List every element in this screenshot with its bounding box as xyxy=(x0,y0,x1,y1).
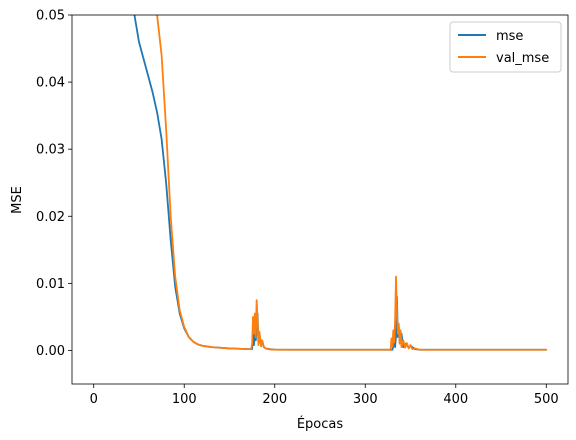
y-tick-label: 0.04 xyxy=(36,76,65,91)
x-tick-label: 0 xyxy=(90,392,98,407)
y-tick-label: 0.01 xyxy=(36,277,65,292)
legend-label-mse: mse xyxy=(496,29,523,44)
y-tick-label: 0.00 xyxy=(36,344,65,359)
x-axis: 0 100 200 300 400 500 xyxy=(90,384,559,407)
plot-frame xyxy=(71,14,569,385)
x-tick-label: 300 xyxy=(353,392,378,407)
y-tick-label: 0.03 xyxy=(36,143,65,158)
y-tick-label: 0.02 xyxy=(36,210,65,225)
y-axis: 0.00 0.01 0.02 0.03 0.04 0.05 xyxy=(36,9,72,359)
y-tick-label: 0.05 xyxy=(36,9,65,24)
series-line-val-mse xyxy=(156,15,548,351)
y-axis-label: MSE xyxy=(10,186,25,214)
x-axis-label: Épocas xyxy=(297,416,344,432)
legend-label-val-mse: val_mse xyxy=(496,51,549,66)
x-tick-label: 100 xyxy=(172,392,197,407)
x-tick-label: 400 xyxy=(443,392,468,407)
x-tick-label: 200 xyxy=(262,392,287,407)
series-layer xyxy=(133,15,548,351)
legend: mse val_mse xyxy=(449,21,562,73)
x-tick-label: 500 xyxy=(534,392,559,407)
